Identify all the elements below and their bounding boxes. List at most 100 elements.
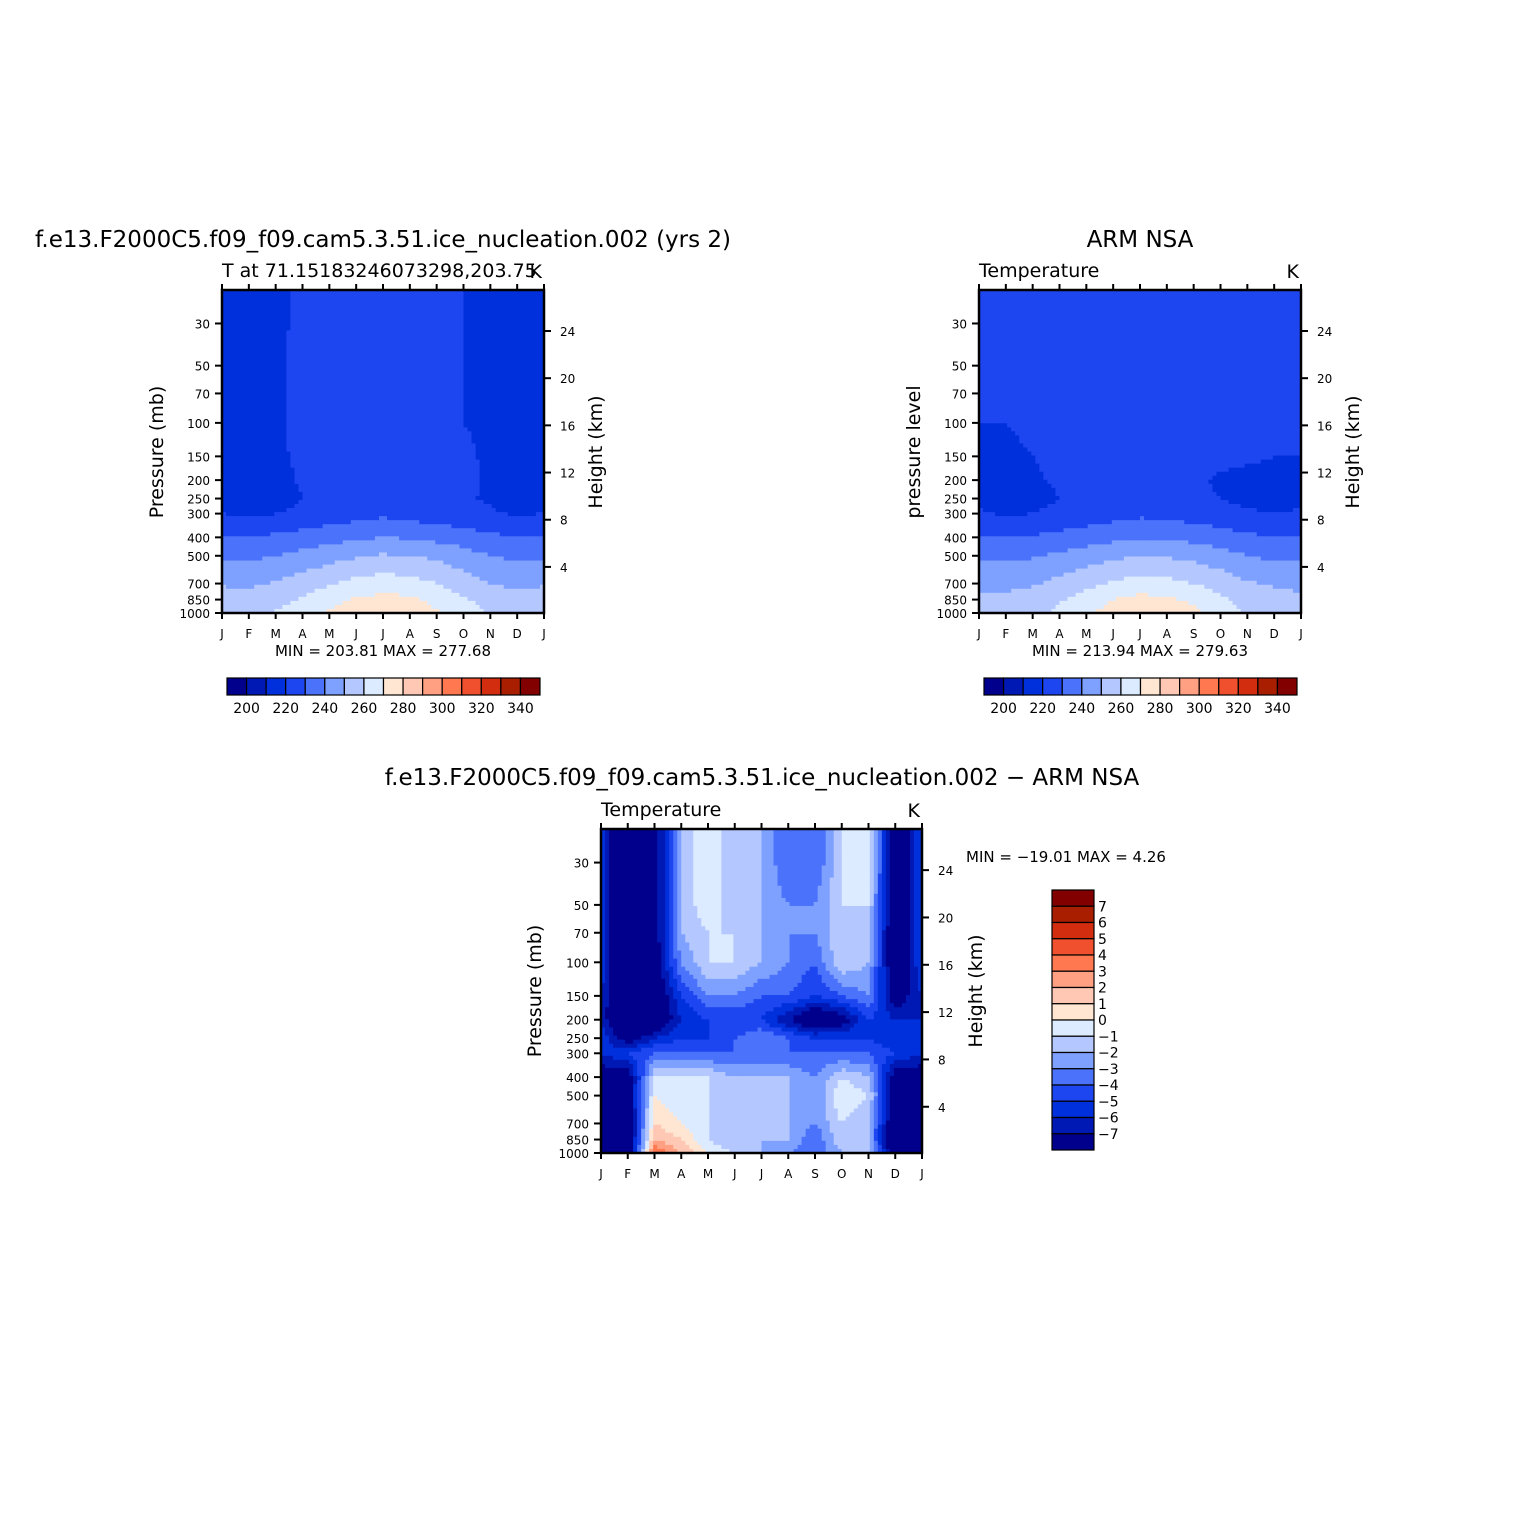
contour-cell [346,580,352,586]
contour-cell [314,584,320,590]
contour-cell [354,399,360,404]
contour-cell [427,508,432,513]
contour-cell [322,314,328,319]
contour-cell [282,310,288,315]
contour-cell [370,503,376,509]
contour-cell [326,346,332,352]
contour-cell [419,334,424,340]
contour-cell [403,423,408,428]
contour-cell [399,310,404,315]
contour-cell [258,503,263,509]
contour-cell [411,342,416,348]
contour-cell [395,499,400,505]
contour-cell [338,560,344,566]
contour-cell [399,378,404,384]
contour-cell [322,495,328,501]
contour-cell [383,306,388,311]
contour-cell [250,334,255,340]
contour-cell [399,508,404,513]
contour-cell [226,560,231,566]
contour-cell [342,423,348,428]
contour-cell [314,544,320,549]
contour-cell [370,443,376,449]
contour-cell [286,516,292,521]
contour-cell [366,394,372,400]
contour-cell [298,403,304,408]
contour-cell [411,516,416,521]
contour-cell [407,540,412,545]
contour-cell [391,512,396,517]
contour-cell [447,487,453,493]
contour-cell [318,584,324,590]
contour-cell [234,306,239,311]
contour-cell [258,419,263,424]
contour-cell [439,431,444,436]
contour-cell [306,290,312,295]
contour-cell [395,338,400,344]
contour-cell [451,552,457,558]
contour-cell [262,370,267,376]
contour-cell [443,576,449,582]
contour-cell [294,443,300,449]
contour-cell [274,560,279,566]
contour-cell [383,471,388,477]
contour-cell [431,399,436,404]
contour-cell [282,475,288,481]
contour-cell [427,548,432,554]
contour-cell [395,592,400,598]
contour-cell [318,508,324,513]
contour-cell [447,588,453,594]
contour-cell [451,576,457,582]
contour-cell [427,386,432,392]
contour-cell [314,580,320,586]
contour-cell [455,334,461,340]
contour-cell [415,354,420,360]
contour-cell [439,512,444,517]
contour-cell [338,358,344,364]
contour-cell [471,338,477,344]
contour-cell [366,306,372,311]
contour-cell [234,358,239,364]
contour-cell [270,564,275,570]
contour-cell [459,544,465,549]
contour-cell [274,580,279,586]
contour-cell [395,427,400,432]
contour-cell [318,556,324,562]
contour-cell [334,318,340,323]
contour-cell [411,390,416,396]
contour-cell [391,366,396,372]
contour-cell [374,378,380,384]
contour-cell [334,435,340,440]
contour-cell [278,491,283,497]
contour-cell [439,499,444,505]
contour-cell [395,382,400,388]
contour-cell [467,572,473,578]
contour-cell [278,334,283,340]
contour-cell [318,382,324,388]
contour-cell [451,560,457,566]
contour-cell [298,508,304,513]
contour-cell [395,370,400,376]
contour-cell [338,536,344,541]
contour-cell [242,536,247,541]
contour-cell [274,487,279,493]
contour-cell [427,378,432,384]
contour-cell [346,596,352,602]
contour-cell [238,407,243,412]
contour-cell [238,334,243,340]
contour-cell [322,487,328,493]
contour-cell [234,423,239,428]
contour-cell [334,491,340,497]
contour-cell [354,366,360,372]
contour-cell [330,394,336,400]
contour-cell [286,524,292,529]
contour-cell [258,431,263,436]
contour-cell [411,600,416,606]
contour-cell [419,314,424,319]
contour-cell [407,415,412,420]
contour-cell [387,370,392,376]
contour-cell [435,560,440,566]
contour-cell [467,358,473,364]
contour-cell [419,439,424,445]
contour-cell [403,374,408,380]
